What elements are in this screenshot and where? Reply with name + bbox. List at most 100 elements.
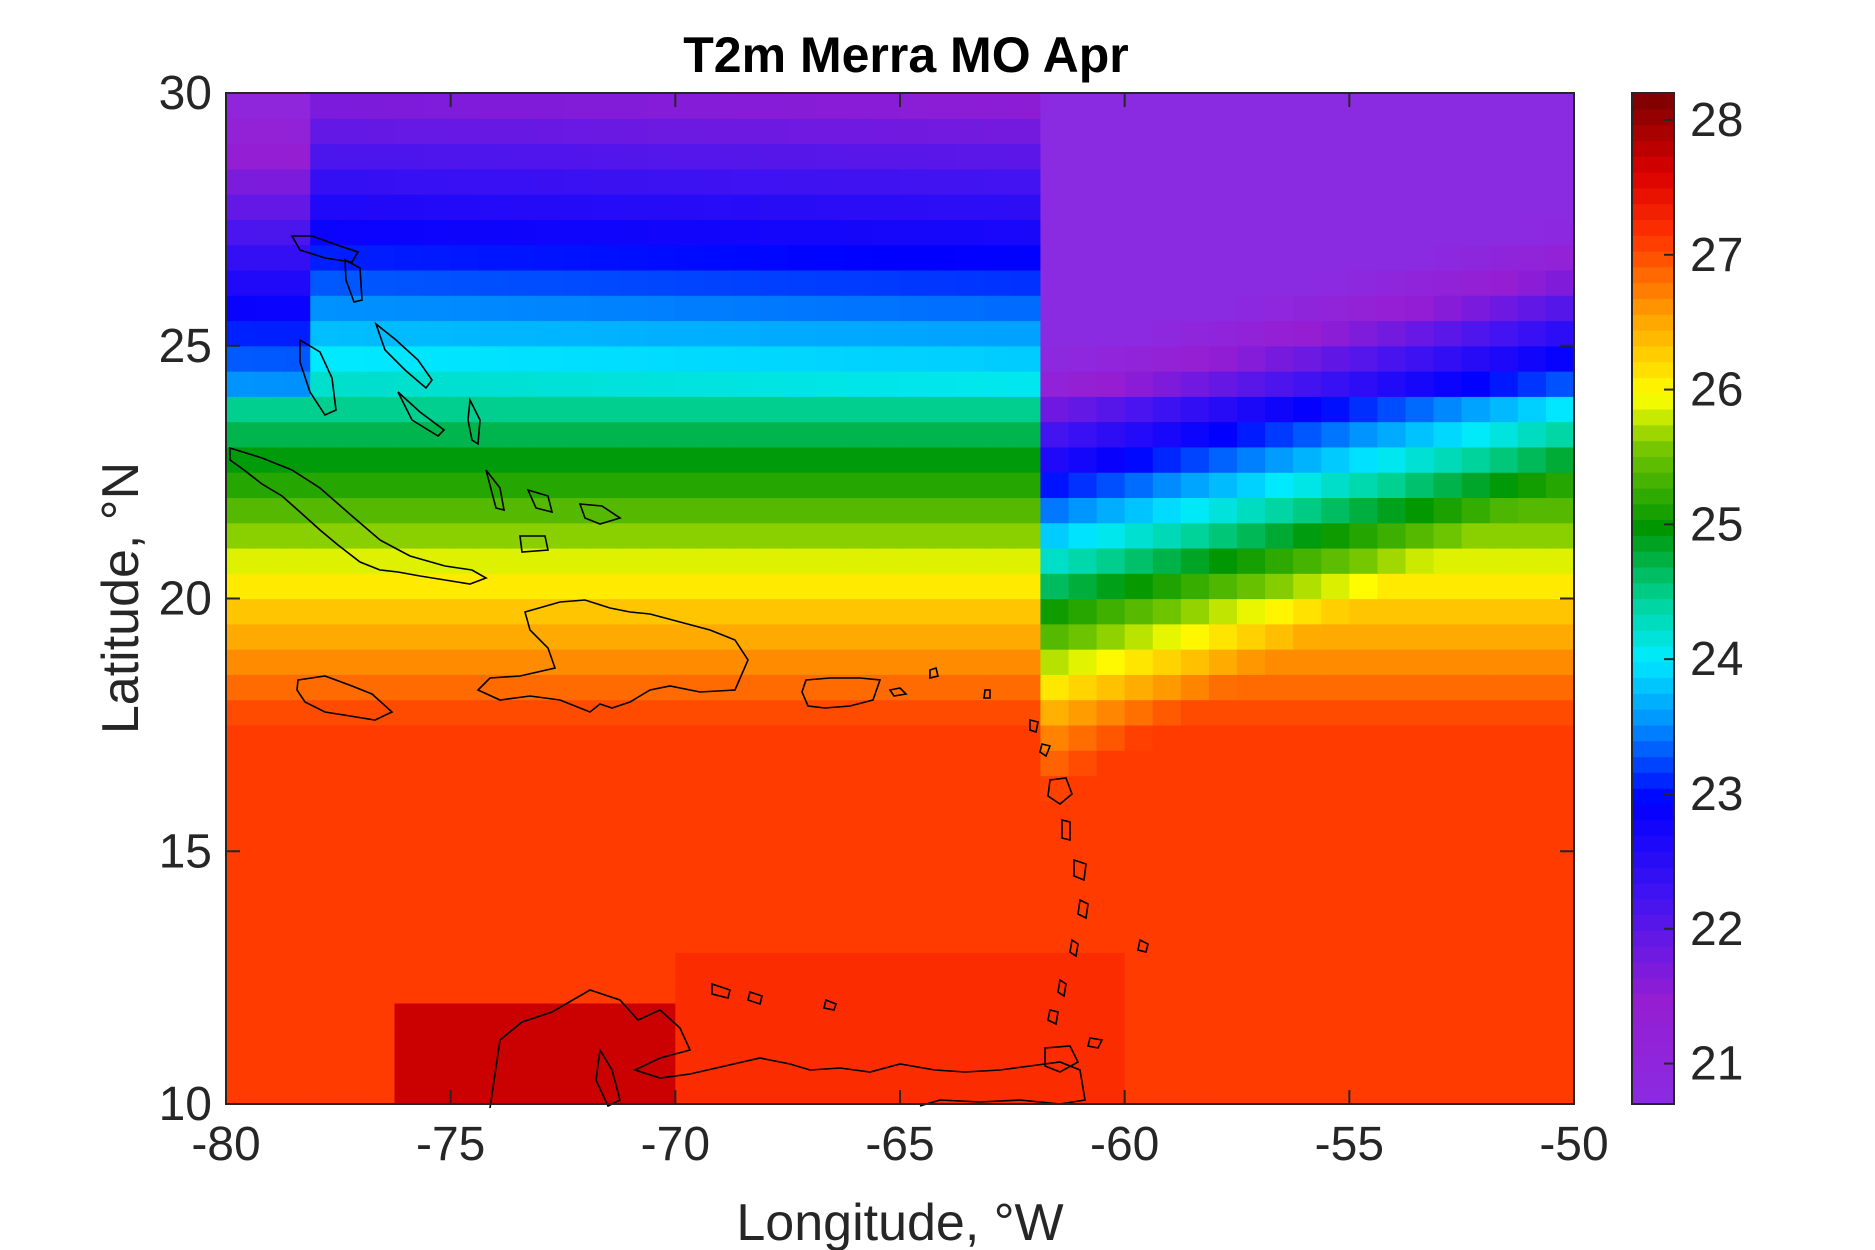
colorbar-segment [1632, 1056, 1674, 1074]
heatmap-cell [787, 1053, 817, 1080]
heatmap-cell [478, 219, 508, 246]
heatmap-cell [1517, 724, 1547, 751]
heatmap-cell [1096, 269, 1126, 296]
heatmap-cell [1377, 143, 1407, 170]
heatmap-cell [1405, 547, 1435, 574]
heatmap-cell [843, 269, 873, 296]
heatmap-cell [675, 219, 705, 246]
heatmap-cell [394, 345, 424, 372]
colorbar-segment [1632, 314, 1674, 331]
heatmap-cell [1124, 699, 1154, 726]
heatmap-cell [1293, 927, 1322, 953]
heatmap-cell [394, 194, 424, 220]
heatmap-cell [1208, 825, 1238, 852]
x-tick-label: -60 [1090, 1118, 1159, 1171]
heatmap-cell [956, 876, 985, 903]
heatmap-cell [815, 1078, 845, 1105]
heatmap-cell [394, 1053, 424, 1080]
heatmap-cell [338, 118, 368, 145]
heatmap-cell [591, 598, 620, 625]
heatmap-cell [1321, 295, 1350, 322]
heatmap-cell [900, 497, 929, 524]
heatmap-cell [619, 623, 648, 650]
heatmap-cell [1433, 699, 1463, 726]
heatmap-cell [1517, 143, 1547, 170]
heatmap-cell [478, 901, 508, 928]
heatmap-cell [1405, 699, 1435, 726]
heatmap-cell [619, 269, 648, 296]
heatmap-cell [338, 168, 368, 195]
coastline-hispaniola [476, 599, 749, 713]
colorbar-segment [1632, 661, 1674, 679]
heatmap-cell [703, 927, 733, 953]
heatmap-cell [900, 901, 929, 928]
heatmap-cell [422, 219, 452, 246]
y-tick-label: 15 [159, 825, 212, 878]
heatmap-cell [310, 724, 339, 751]
heatmap-cell [1517, 93, 1547, 119]
heatmap-cell [647, 724, 676, 751]
heatmap-cell [254, 1028, 283, 1055]
heatmap-cell [815, 876, 845, 903]
heatmap-cell [591, 927, 620, 953]
colorbar-segment [1632, 345, 1674, 363]
heatmap-cell [984, 775, 1013, 802]
heatmap-cell [310, 295, 339, 322]
heatmap-cell [1012, 598, 1042, 625]
heatmap-cell [1068, 472, 1098, 499]
heatmap-cell [226, 623, 255, 650]
heatmap-cell [871, 851, 901, 878]
heatmap-cell [1349, 927, 1379, 953]
heatmap-cell [1012, 143, 1042, 170]
heatmap-cell [1489, 901, 1519, 928]
heatmap-cell [731, 825, 761, 852]
heatmap-cell [984, 825, 1013, 852]
heatmap-cell [1040, 446, 1070, 473]
heatmap-cell [928, 522, 957, 549]
heatmap-cell [254, 598, 283, 625]
heatmap-cell [1405, 825, 1435, 852]
heatmap-cell [1012, 269, 1042, 296]
heatmap-cell [394, 497, 424, 524]
heatmap-cell [675, 269, 705, 296]
heatmap-cell [1237, 977, 1266, 1004]
heatmap-cell [1012, 396, 1042, 423]
heatmap-cell [1517, 800, 1547, 827]
heatmap-cell [1433, 269, 1463, 296]
heatmap-cell [1489, 649, 1519, 675]
heatmap-cell [1265, 573, 1294, 600]
heatmap-cell [1489, 194, 1519, 220]
heatmap-cell [843, 851, 873, 878]
heatmap-cell [703, 775, 733, 802]
heatmap-cell [619, 143, 648, 170]
heatmap-cell [1405, 573, 1435, 600]
heatmap-cell [1489, 573, 1519, 600]
heatmap-cell [422, 269, 452, 296]
heatmap-cell [1405, 901, 1435, 928]
heatmap-cell [1545, 952, 1575, 979]
heatmap-cell [703, 143, 733, 170]
heatmap-cell [787, 295, 817, 322]
heatmap-cell [394, 825, 424, 852]
heatmap-cell [366, 143, 396, 170]
heatmap-cell [1265, 649, 1294, 675]
heatmap-cell [1489, 497, 1519, 524]
heatmap-cell [1096, 901, 1126, 928]
heatmap-cell [703, 1002, 733, 1029]
colorbar-segment [1632, 503, 1674, 521]
heatmap-cell [1040, 598, 1070, 625]
heatmap-cell [1517, 674, 1547, 701]
heatmap-cell [1517, 876, 1547, 903]
heatmap-cell [900, 623, 929, 650]
heatmap-cell [815, 371, 845, 397]
colorbar-frame [1631, 92, 1675, 1105]
heatmap-cell [1461, 446, 1491, 473]
heatmap-cell [787, 825, 817, 852]
heatmap-cell [1349, 775, 1379, 802]
x-tick-label: -50 [1539, 1118, 1608, 1171]
heatmap-cell [591, 168, 620, 195]
heatmap-cell [1377, 1078, 1407, 1105]
heatmap-cell [450, 674, 480, 701]
heatmap-cell [759, 649, 789, 675]
heatmap-cell [226, 219, 255, 246]
